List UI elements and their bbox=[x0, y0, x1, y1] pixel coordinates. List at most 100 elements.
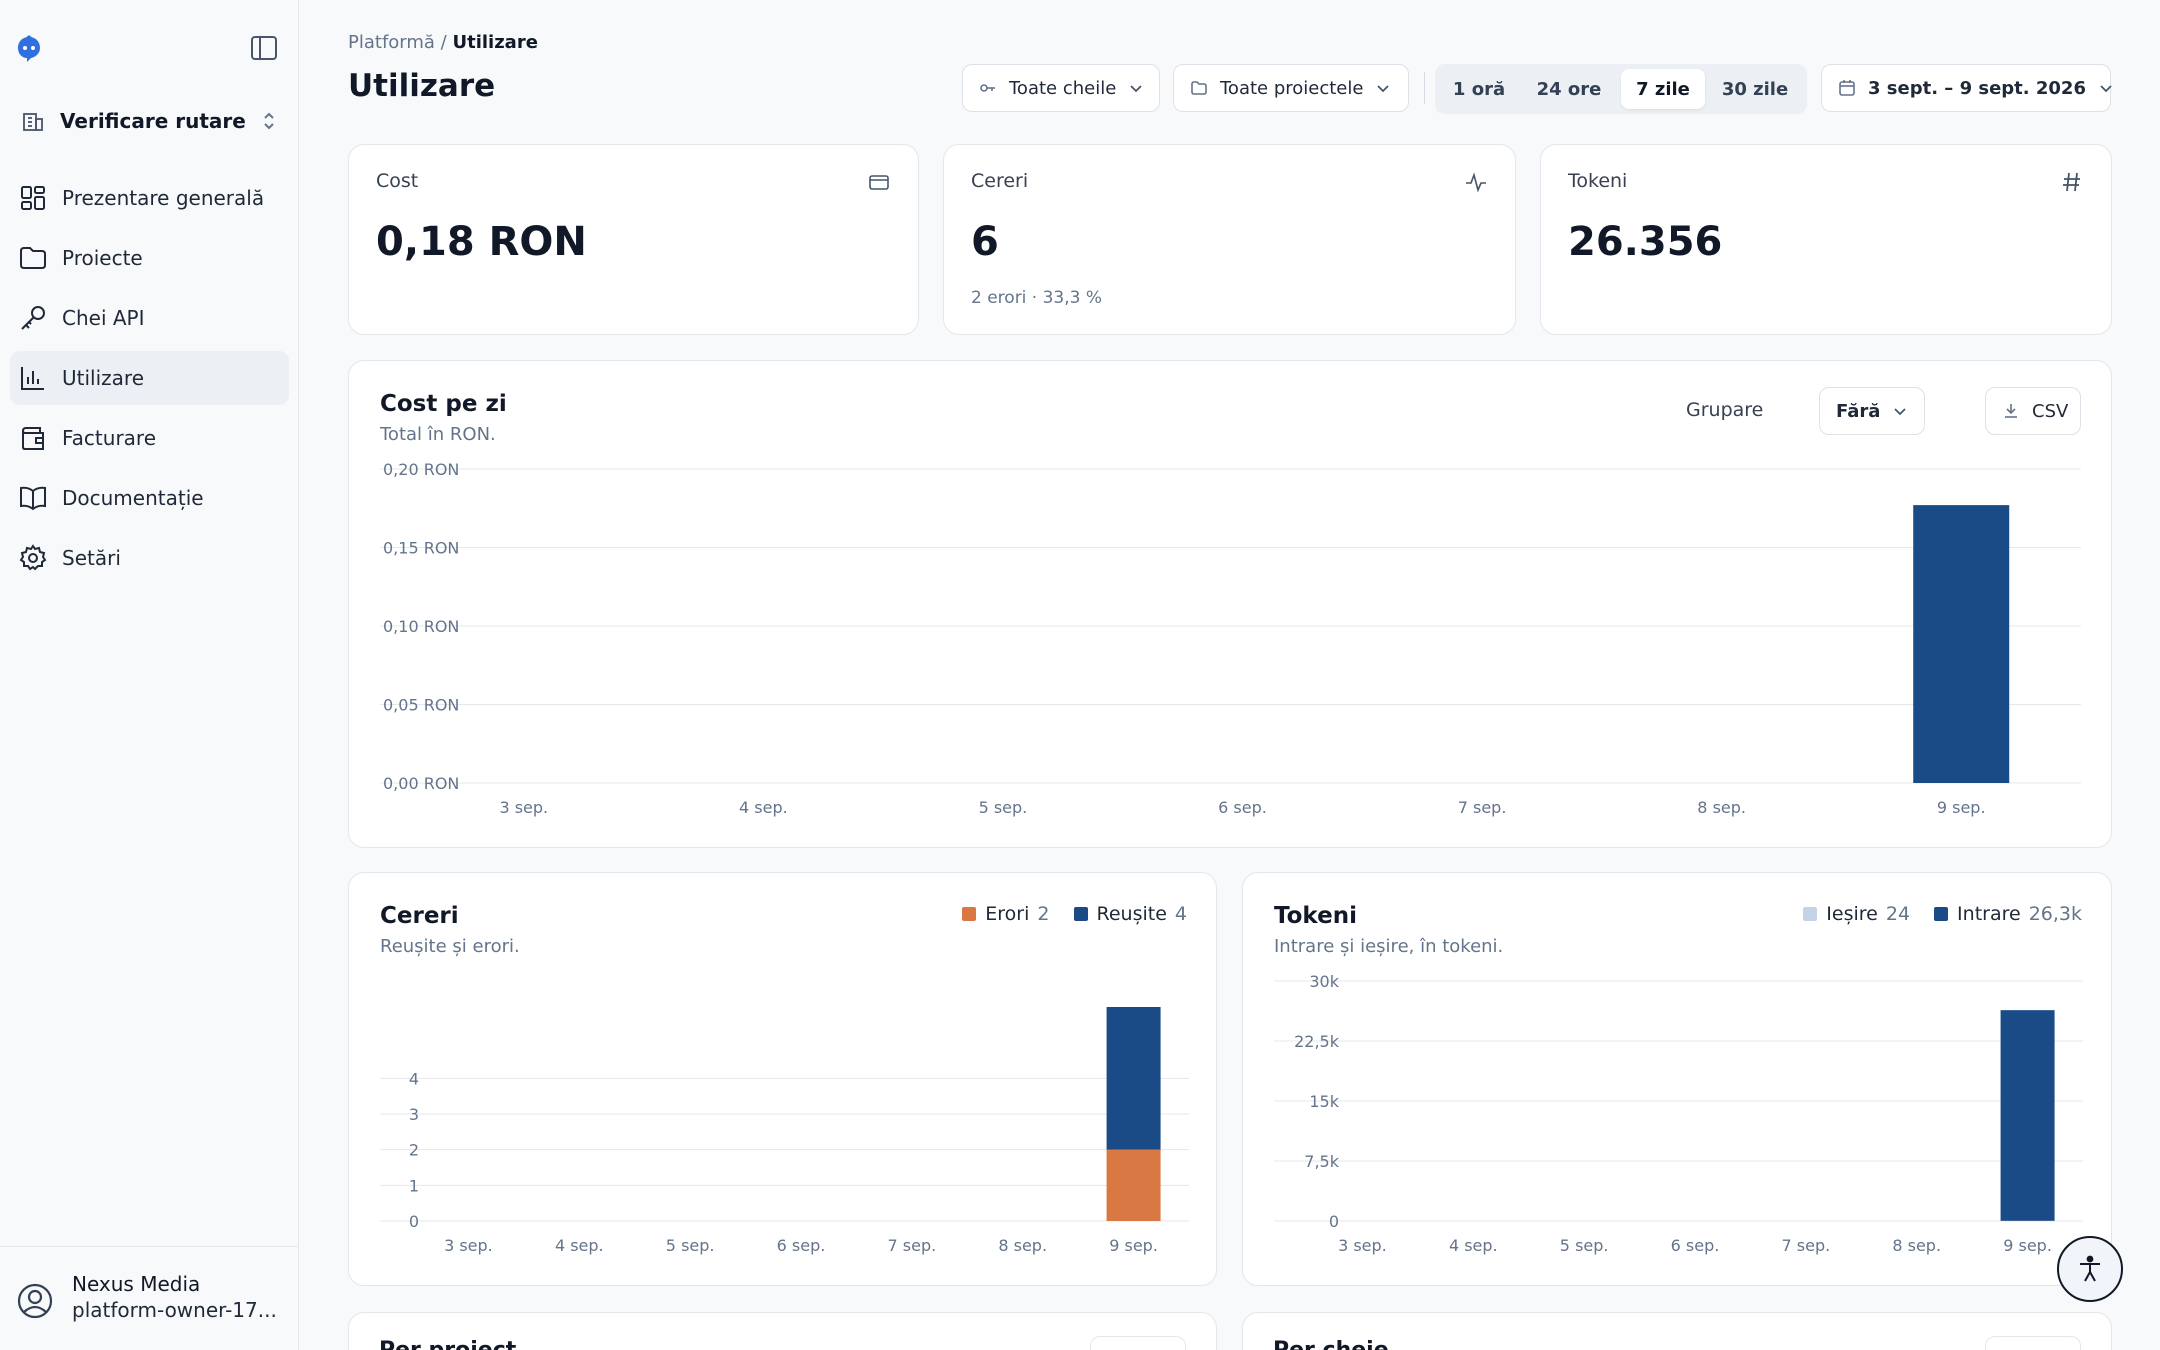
legend-swatch bbox=[1073, 907, 1088, 921]
csv-export-button[interactable]: CSV bbox=[1985, 387, 2081, 435]
legend-label: Ieșire bbox=[1826, 903, 1878, 925]
legend-swatch bbox=[1934, 907, 1949, 921]
legend-label: Erori bbox=[985, 903, 1030, 925]
date-range-picker[interactable]: 3 sept. – 9 sept. 2026 bbox=[1821, 64, 2114, 112]
per-key-card bbox=[1242, 1312, 2112, 1350]
breadcrumb-separator: / bbox=[434, 32, 453, 53]
sidebar: Verificare rutare Prezentare generală Pr… bbox=[0, 0, 299, 1350]
sidebar-item-billing[interactable]: Facturare bbox=[10, 411, 289, 465]
x-tick-label: 5 sep. bbox=[666, 1236, 715, 1255]
breadcrumb-current: Utilizare bbox=[452, 32, 538, 53]
download-icon bbox=[2002, 402, 2020, 420]
requests-error-summary: 2 erori · 33,3 % bbox=[971, 288, 1103, 308]
sidebar-item-overview[interactable]: Prezentare generală bbox=[10, 171, 289, 225]
legend-item-input[interactable]: Intrare 26,3k bbox=[1934, 903, 2082, 925]
range-7d-button[interactable]: 7 zile bbox=[1621, 69, 1705, 109]
sidebar-item-label: Chei API bbox=[62, 306, 145, 330]
x-tick-label: 9 sep. bbox=[1937, 798, 1986, 817]
legend-count: 4 bbox=[1174, 903, 1187, 925]
chart-subtitle: Reușite și erori. bbox=[380, 936, 520, 957]
chevron-down-icon bbox=[2098, 80, 2114, 96]
bar-segment bbox=[2000, 1010, 2055, 1221]
project-filter-select[interactable]: Toate proiectele bbox=[1173, 64, 1409, 112]
breadcrumb-parent[interactable]: Platformă bbox=[348, 32, 435, 53]
key-filter-select[interactable]: Toate cheile bbox=[962, 64, 1160, 112]
x-tick-label: 6 sep. bbox=[1218, 798, 1267, 817]
y-tick-label: 15k bbox=[1309, 1092, 1339, 1111]
legend-item-errors[interactable]: Erori 2 bbox=[962, 903, 1073, 925]
csv-label: CSV bbox=[2032, 400, 2069, 422]
date-range-label: 3 sept. – 9 sept. 2026 bbox=[1868, 77, 2086, 99]
book-icon bbox=[18, 483, 48, 513]
legend-count: 26,3k bbox=[2028, 903, 2082, 925]
sidebar-toggle-icon[interactable] bbox=[249, 33, 279, 63]
user-avatar-icon bbox=[17, 1283, 53, 1319]
bar bbox=[1913, 505, 2010, 783]
cost-chart-card: Cost pe zi Total în RON. Grupare Fără CS… bbox=[348, 360, 2112, 848]
legend-item-output[interactable]: Ieșire 24 bbox=[1803, 903, 1934, 925]
y-tick-label: 0,10 RON bbox=[383, 617, 459, 636]
sidebar-item-usage[interactable]: Utilizare bbox=[10, 351, 289, 405]
legend-item-success[interactable]: Reușite 4 bbox=[1073, 903, 1187, 925]
y-tick-label: 4 bbox=[409, 1069, 419, 1088]
x-tick-label: 8 sep. bbox=[998, 1236, 1047, 1255]
sidebar-item-settings[interactable]: Setări bbox=[10, 531, 289, 585]
org-switcher[interactable]: Verificare rutare bbox=[20, 102, 278, 140]
x-tick-label: 3 sep. bbox=[1338, 1236, 1387, 1255]
requests-stacked-bar-chart: 0 1 2 3 4 3 sep. 4 sep. 5 sep. 6 sep. 7 sep. 8 sep… bbox=[380, 1007, 1189, 1255]
sidebar-item-api-keys[interactable]: Chei API bbox=[10, 291, 289, 345]
y-tick-label: 0 bbox=[409, 1212, 419, 1231]
x-tick-label: 6 sep. bbox=[1671, 1236, 1720, 1255]
chart-title: Tokeni bbox=[1274, 903, 1357, 929]
logo-icon[interactable] bbox=[14, 34, 44, 64]
chevron-down-icon bbox=[1375, 80, 1391, 96]
sidebar-item-label: Utilizare bbox=[62, 366, 144, 390]
x-tick-label: 4 sep. bbox=[739, 798, 788, 817]
requests-chart-card: Cereri Reușite și erori. Erori 2 Reușite 4… bbox=[348, 872, 1217, 1286]
requests-label: Cereri bbox=[971, 170, 1029, 192]
key-filter-label: Toate cheile bbox=[1009, 77, 1117, 99]
x-tick-label: 7 sep. bbox=[1782, 1236, 1831, 1255]
project-filter-label: Toate proiectele bbox=[1220, 77, 1364, 99]
y-tick-label: 1 bbox=[409, 1176, 419, 1195]
y-tick-label: 0 bbox=[1329, 1212, 1339, 1231]
x-tick-label: 7 sep. bbox=[1458, 798, 1507, 817]
key-icon bbox=[979, 79, 997, 97]
account-menu[interactable]: Nexus Media platform-owner-17... bbox=[0, 1246, 299, 1350]
bar-segment bbox=[1106, 1007, 1161, 1150]
x-tick-label: 3 sep. bbox=[499, 798, 548, 817]
x-tick-label: 5 sep. bbox=[979, 798, 1028, 817]
per-project-action-button[interactable] bbox=[1090, 1336, 1186, 1350]
legend-count: 2 bbox=[1037, 903, 1050, 925]
sidebar-item-docs[interactable]: Documentație bbox=[10, 471, 289, 525]
folder-icon bbox=[1190, 79, 1208, 97]
range-1h-button[interactable]: 1 oră bbox=[1452, 78, 1506, 100]
per-project-title: Per proiect bbox=[379, 1338, 516, 1350]
chart-subtitle: Total în RON. bbox=[380, 424, 496, 445]
x-tick-label: 7 sep. bbox=[888, 1236, 937, 1255]
legend-swatch bbox=[962, 907, 977, 921]
chevron-up-down-icon bbox=[260, 110, 278, 132]
org-name: Verificare rutare bbox=[60, 109, 246, 133]
cost-label: Cost bbox=[376, 170, 419, 192]
y-tick-label: 0,15 RON bbox=[383, 539, 459, 558]
breadcrumb: Platformă / Utilizare bbox=[348, 32, 538, 53]
wallet-icon bbox=[18, 423, 48, 453]
x-tick-label: 5 sep. bbox=[1560, 1236, 1609, 1255]
sidebar-item-label: Documentație bbox=[62, 486, 204, 510]
y-tick-label: 22,5k bbox=[1294, 1032, 1340, 1051]
legend-label: Intrare bbox=[1957, 903, 2021, 925]
range-24h-button[interactable]: 24 ore bbox=[1536, 78, 1602, 100]
group-select[interactable]: Fără bbox=[1819, 387, 1925, 435]
cost-stat-card: Cost 0,18 RON bbox=[348, 144, 919, 335]
range-30d-button[interactable]: 30 zile bbox=[1721, 78, 1789, 100]
divider bbox=[1424, 72, 1425, 104]
per-key-action-button[interactable] bbox=[1985, 1336, 2081, 1350]
sidebar-item-projects[interactable]: Proiecte bbox=[10, 231, 289, 285]
accessibility-button[interactable] bbox=[2057, 1236, 2123, 1302]
sidebar-item-label: Facturare bbox=[62, 426, 157, 450]
calendar-icon bbox=[1838, 79, 1856, 97]
building-icon bbox=[20, 108, 46, 134]
page-title: Utilizare bbox=[348, 68, 496, 104]
x-tick-label: 6 sep. bbox=[777, 1236, 826, 1255]
